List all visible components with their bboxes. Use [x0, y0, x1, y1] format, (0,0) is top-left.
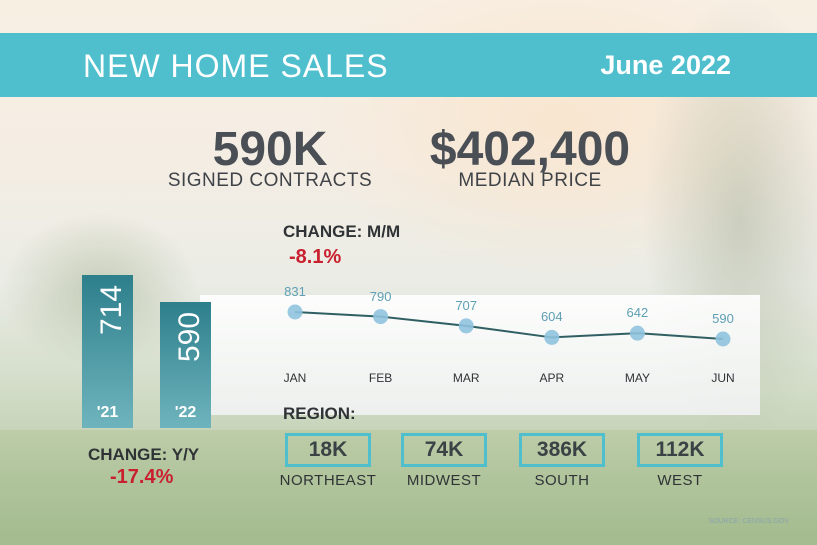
contracts-value: 590K	[212, 123, 328, 176]
data-label: 642	[626, 305, 649, 321]
region-name-midwest: MIDWEST	[406, 472, 482, 489]
region-value-south: 386K	[519, 433, 605, 467]
region-value-midwest: 74K	[401, 433, 487, 467]
banner-date: June 2022	[600, 50, 731, 80]
bar-0	[82, 275, 133, 428]
data-label: 790	[369, 288, 392, 304]
data-label: 831	[284, 284, 306, 299]
data-point-jun	[715, 331, 731, 347]
title-banner	[0, 33, 817, 97]
x-tick-label: MAY	[624, 371, 650, 385]
data-label: 604	[540, 309, 563, 325]
x-tick-label: MAR	[452, 371, 480, 385]
bar-category-label: '21	[96, 404, 119, 421]
source-note: SOURCE: CENSUS.GOV	[708, 518, 789, 525]
background-lawn	[0, 430, 817, 545]
series-line	[294, 311, 724, 340]
bar-category-label: '22	[174, 404, 197, 421]
region-name-west: WEST	[657, 472, 703, 489]
data-point-may	[629, 325, 645, 341]
data-point-jan	[287, 304, 303, 320]
price-value: $402,400	[429, 123, 631, 176]
banner-title: NEW HOME SALES	[83, 48, 389, 84]
price-label: MEDIAN PRICE	[458, 170, 602, 191]
region-value-west: 112K	[637, 433, 723, 467]
contracts-label: SIGNED CONTRACTS	[167, 170, 373, 191]
change-mm-label: CHANGE: M/M	[283, 222, 401, 241]
data-label: 707	[455, 297, 478, 313]
data-point-feb	[373, 309, 389, 325]
data-point-mar	[458, 318, 474, 334]
change-mm-value: -8.1%	[289, 246, 342, 268]
change-yy-value: -17.4%	[110, 466, 174, 488]
change-yy-label: CHANGE: Y/Y	[88, 445, 200, 464]
data-label: 590	[712, 311, 734, 326]
bar-1	[160, 301, 211, 428]
region-name-northeast: NORTHEAST	[279, 472, 377, 489]
region-name-south: SOUTH	[534, 472, 590, 489]
region-value-northeast: 18K	[285, 433, 371, 467]
x-tick-label: FEB	[368, 371, 393, 385]
x-tick-label: JUN	[711, 371, 735, 385]
x-tick-label: JAN	[283, 371, 307, 385]
x-tick-label: APR	[539, 371, 565, 385]
region-heading: REGION:	[283, 404, 356, 423]
data-point-apr	[544, 329, 560, 345]
